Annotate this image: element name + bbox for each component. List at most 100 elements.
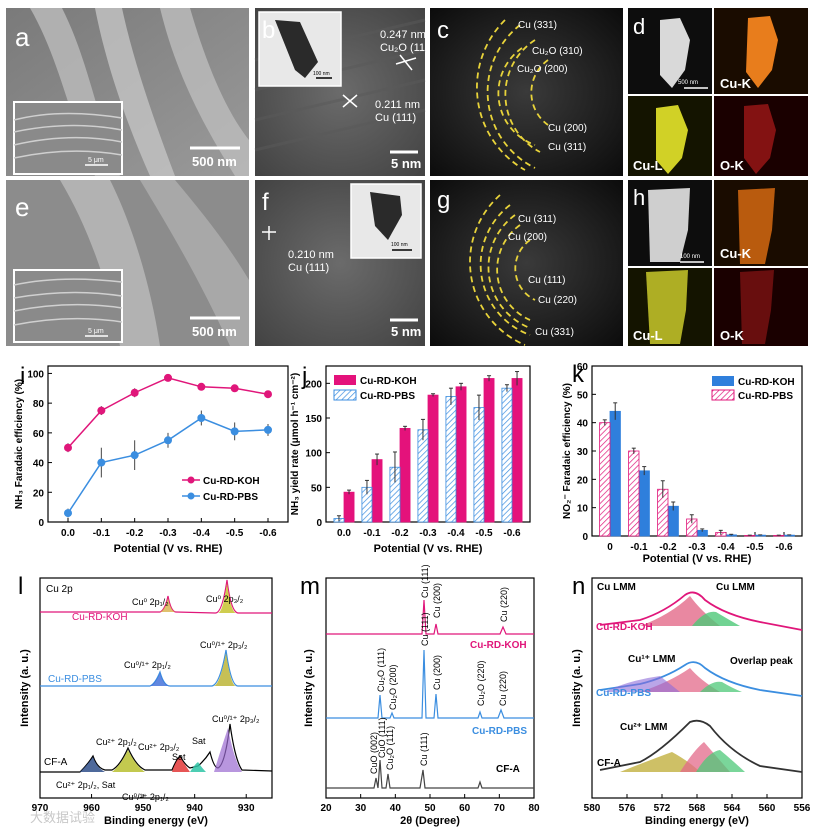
bar xyxy=(427,394,439,523)
ytick-label: 150 xyxy=(305,414,322,425)
chart-j-ylabel: NH₃ yield rate (μmol h⁻¹ cm⁻²) xyxy=(290,373,301,515)
chart-n-ylabel: Intensity (a. u.) xyxy=(571,649,583,727)
data-point xyxy=(230,427,239,436)
legend-k-1: Cu-RD-KOH xyxy=(738,377,795,388)
xtick-label: 950 xyxy=(135,803,152,814)
ytick-label: 20 xyxy=(33,488,45,499)
series-m-3: CF-A xyxy=(496,764,520,775)
label-g: g xyxy=(437,187,450,214)
label-b: b xyxy=(262,17,275,44)
series-l-1: Cu-RD-KOH xyxy=(72,612,128,623)
xtick-label: 960 xyxy=(83,803,100,814)
ytick-label: 80 xyxy=(33,399,45,410)
series-m-2: Cu-RD-PBS xyxy=(472,726,527,737)
ann-n-5: Cu²⁺ LMM xyxy=(620,722,668,733)
data-point xyxy=(64,509,72,518)
xtick-label: -0.2 xyxy=(391,528,409,539)
ytick-label: 100 xyxy=(305,449,322,460)
label-e: e xyxy=(15,192,29,222)
inset-scale-b: 100 nm xyxy=(313,71,330,77)
xtick-label: 564 xyxy=(724,803,741,814)
ring-g-3: Cu (111) xyxy=(528,275,565,286)
chart-k-ylabel: NO₂⁻ Faradaic efficiency (%) xyxy=(562,383,573,519)
scale-e: 500 nm xyxy=(192,324,237,339)
bar xyxy=(417,429,429,523)
ytick-label: 40 xyxy=(577,419,589,430)
data-point xyxy=(130,388,139,397)
ann-l-10: Cu⁰/¹⁺ 2p₃/₂ xyxy=(212,714,260,724)
xtick-label: 940 xyxy=(186,803,203,814)
ann-l-11: Sat xyxy=(192,736,206,746)
xtick-label: -0.6 xyxy=(775,542,793,553)
bar xyxy=(399,427,411,523)
ann-l-7: Sat xyxy=(172,752,186,762)
xtick-label: -0.1 xyxy=(363,528,381,539)
xtick-label: -0.3 xyxy=(688,542,706,553)
panel-c: c Cu (331) Cu₂O (310) Cu₂O (200) Cu (200… xyxy=(430,8,623,176)
ann-n-2: Cu LMM xyxy=(716,582,755,593)
chart-i-marks xyxy=(64,373,272,518)
inset-scale-f: 100 nm xyxy=(391,242,408,248)
xtick-label: 556 xyxy=(794,803,811,814)
ann-l-5: Cu²⁺ 2p₁/₂ xyxy=(96,737,137,747)
xtick-label: 970 xyxy=(32,803,49,814)
ytick-label: 20 xyxy=(577,475,589,486)
ann-m-10: CuO (002) xyxy=(369,732,379,774)
ann-m-11: CuO (111) xyxy=(377,717,387,758)
phase-2: Cu (111) xyxy=(375,112,416,124)
ann-l-3: Cu⁰/¹⁺ 2p₁/₂ xyxy=(124,660,171,670)
data-point xyxy=(230,384,239,393)
chart-l-xaxis: 970 960 950 940 930 xyxy=(32,794,255,814)
chart-i-yaxis: 0 20 40 60 80 100 xyxy=(27,369,52,529)
chart-n-xaxis: 580 576 572 568 564 560 556 xyxy=(584,794,811,814)
data-point xyxy=(97,458,106,467)
label-m: m xyxy=(300,573,320,600)
chart-l-title: Cu 2p xyxy=(46,584,73,595)
map-h-2: Cu-L xyxy=(633,328,663,343)
xtick-label: -0.3 xyxy=(159,528,177,539)
ann-l-1: Cu⁰ 2p₁/₂ xyxy=(132,597,169,607)
xtick-label: 80 xyxy=(528,803,540,814)
xtick-label: 30 xyxy=(355,803,367,814)
ann-m-2: Cu (200) xyxy=(432,583,442,618)
scale-d: 500 nm xyxy=(678,80,698,86)
chart-i-xlabel: Potential (V vs. RHE) xyxy=(114,543,223,555)
xtick-label: 580 xyxy=(584,803,601,814)
xtick-label: 20 xyxy=(320,803,332,814)
xtick-label: 0 xyxy=(607,542,613,553)
bar xyxy=(511,378,523,523)
ann-l-2: Cu⁰ 2p₃/₂ xyxy=(206,594,244,604)
chart-m-annotations: Cu (111) Cu (200) Cu (220) Cu₂O (111) Cu… xyxy=(369,564,509,774)
bar xyxy=(343,491,355,523)
chart-i: 0 20 40 60 80 100 0.0 -0.1 -0.2 -0.3 -0.4 -0.5 -0.6… xyxy=(14,363,289,555)
xtick-label: -0.1 xyxy=(93,528,111,539)
ann-m-8: Cu₂O (220) xyxy=(476,660,486,706)
ann-n-3: Cu¹⁺ LMM xyxy=(628,654,676,665)
xtick-label: 60 xyxy=(459,803,471,814)
ytick-label: 50 xyxy=(577,390,589,401)
label-c: c xyxy=(437,17,449,44)
label-l: l xyxy=(18,573,23,600)
chart-j-legend: Cu-RD-KOH Cu-RD-PBS xyxy=(333,375,417,402)
ring-c-4: Cu (200) xyxy=(548,123,587,134)
map-h-1: Cu-K xyxy=(720,246,752,261)
xtick-label: -0.5 xyxy=(475,528,493,539)
ytick-label: 0 xyxy=(316,518,322,529)
xtick-label: 40 xyxy=(390,803,402,814)
data-point xyxy=(197,382,206,391)
bar xyxy=(628,450,640,537)
ann-l-9: Cu⁰/¹⁺ 2p₁/₂ xyxy=(122,792,169,802)
d-spacing-2: 0.211 nm xyxy=(375,99,420,111)
panel-b: 100 nm b 0.247 nm Cu₂O (111) 0.211 nm Cu… xyxy=(254,8,434,176)
panel-h: 100 nm h Cu-K Cu-L O-K xyxy=(628,180,808,346)
xtick-label: 568 xyxy=(689,803,706,814)
panel-d: 500 nm d Cu-K Cu-L O-K xyxy=(628,8,808,176)
chart-l: l Cu 2p Cu-RD-KOH Cu-RD-PBS CF-A Cu⁰ 2p₁… xyxy=(18,573,273,827)
chart-n-xlabel: Binding energy (eV) xyxy=(645,815,749,827)
ann-l-4: Cu⁰/¹⁺ 2p₃/₂ xyxy=(200,640,248,650)
bar xyxy=(455,386,467,523)
legend-j-2: Cu-RD-PBS xyxy=(360,391,415,402)
xtick-label: -0.4 xyxy=(193,528,211,539)
xtick-label: 0.0 xyxy=(337,528,351,539)
